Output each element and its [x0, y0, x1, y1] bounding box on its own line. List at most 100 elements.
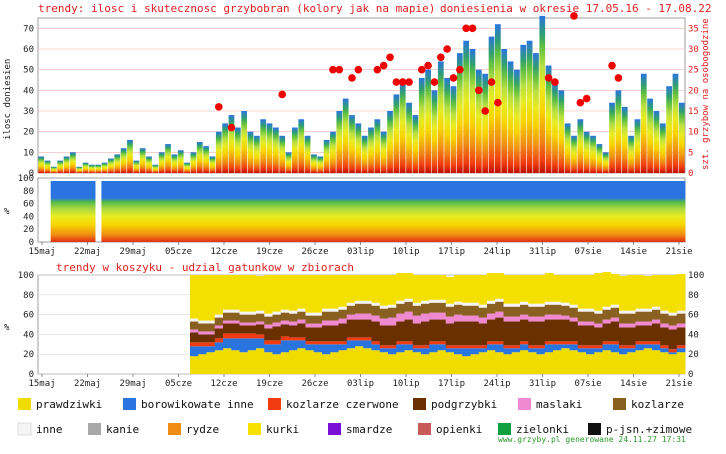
x-tick-label: 14sie — [620, 379, 647, 389]
bar — [666, 86, 673, 173]
stack-segment — [231, 338, 240, 351]
stack-segment — [503, 303, 513, 307]
share-column — [539, 181, 546, 242]
stack-segment — [643, 344, 653, 349]
x-tick-label: 07sie — [574, 379, 601, 389]
stack-segment — [256, 310, 265, 314]
basket-title: trendy w koszyku - udzial gatunkow w zbi… — [56, 261, 354, 274]
bar — [361, 135, 368, 173]
stack-segment — [231, 312, 240, 321]
share-column — [228, 181, 236, 242]
stack-segment — [412, 348, 422, 353]
legend-label: podgrzybki — [431, 398, 497, 411]
bar — [501, 49, 508, 173]
efficiency-point — [570, 12, 578, 20]
bar — [393, 94, 400, 173]
stack-segment — [511, 348, 521, 353]
efficiency-point — [329, 65, 337, 74]
share-column — [304, 181, 312, 242]
y-tick-label: 80 — [23, 187, 34, 197]
stack-segment — [544, 314, 554, 320]
bar — [82, 162, 89, 173]
stack-segment — [355, 346, 364, 374]
stack-segment — [280, 352, 290, 374]
stack-segment — [305, 312, 315, 316]
stack-segment — [495, 301, 504, 312]
bar — [469, 49, 476, 173]
stack-segment — [239, 275, 249, 312]
share-column — [209, 181, 217, 242]
stack-segment — [627, 345, 636, 349]
share-column — [475, 181, 483, 242]
stack-segment — [297, 337, 306, 341]
stack-segment — [511, 306, 521, 317]
bar — [533, 53, 539, 174]
stack-segment — [668, 312, 678, 316]
stack-segment — [470, 275, 480, 303]
share-column — [126, 181, 134, 242]
stack-segment — [660, 275, 669, 311]
share-column — [50, 181, 58, 242]
stack-segment — [437, 350, 447, 374]
stack-segment — [462, 345, 471, 349]
share-column — [120, 181, 128, 242]
stack-segment — [627, 323, 636, 328]
stack-segment — [346, 337, 356, 341]
x-tick-label: 31lip — [529, 247, 556, 257]
efficiency-point — [576, 98, 585, 107]
stack-segment — [660, 323, 669, 328]
share-column — [361, 181, 369, 242]
legend-item: kanie — [88, 423, 139, 436]
stack-segment — [363, 313, 372, 320]
share-column — [602, 181, 610, 242]
stack-segment — [272, 322, 282, 327]
bar — [285, 152, 292, 173]
stack-segment — [247, 311, 257, 315]
stack-segment — [487, 319, 496, 342]
efficiency-point — [494, 98, 502, 107]
stack-segment — [495, 341, 504, 345]
stack-segment — [528, 345, 537, 349]
stack-segment — [272, 344, 282, 355]
legend-swatch — [17, 422, 32, 436]
x-tick-label: 03lip — [347, 247, 374, 257]
stack-segment — [379, 305, 389, 309]
stack-segment — [338, 309, 348, 319]
stack-segment — [619, 313, 628, 324]
y2-tick-label: 100 — [688, 271, 704, 281]
stack-segment — [528, 316, 537, 322]
stack-segment — [487, 344, 496, 351]
stack-segment — [264, 324, 273, 329]
y2-tick-label: 25 — [688, 66, 699, 76]
share-column — [183, 181, 191, 242]
stack-segment — [470, 302, 480, 306]
stack-segment — [355, 319, 364, 338]
bar — [418, 77, 425, 173]
share-column — [63, 181, 71, 242]
bar — [44, 160, 51, 173]
legend-swatch — [518, 398, 531, 410]
stack-segment — [231, 309, 240, 313]
legend-item: kozlarze czerwone — [268, 398, 399, 411]
share-column — [101, 181, 109, 242]
stack-segment — [322, 311, 331, 321]
share-column — [570, 181, 578, 242]
stack-segment — [577, 325, 587, 346]
stack-segment — [363, 303, 372, 314]
y-tick-label: 20 — [23, 350, 34, 360]
stack-segment — [586, 321, 595, 326]
stack-segment — [429, 352, 438, 374]
efficiency-point — [544, 74, 553, 82]
stack-segment — [652, 275, 661, 307]
x-tick-label: 26cze — [301, 379, 328, 389]
panel-share: 0 20 40 60 80 100 15maj 22maj 29maj 05cze 12cze 19… — [4, 174, 693, 257]
stack-segment — [536, 321, 546, 346]
share-column — [551, 181, 559, 242]
stack-segment — [280, 275, 290, 310]
stack-segment — [445, 316, 455, 324]
efficiency-point — [443, 45, 451, 53]
bar — [184, 162, 190, 173]
stack-segment — [289, 350, 298, 374]
panel-share-x-ticks: 15maj 22maj 29maj 05cze 12cze 19cze 26cze 03lip… — [28, 242, 693, 257]
share-column — [621, 181, 629, 242]
